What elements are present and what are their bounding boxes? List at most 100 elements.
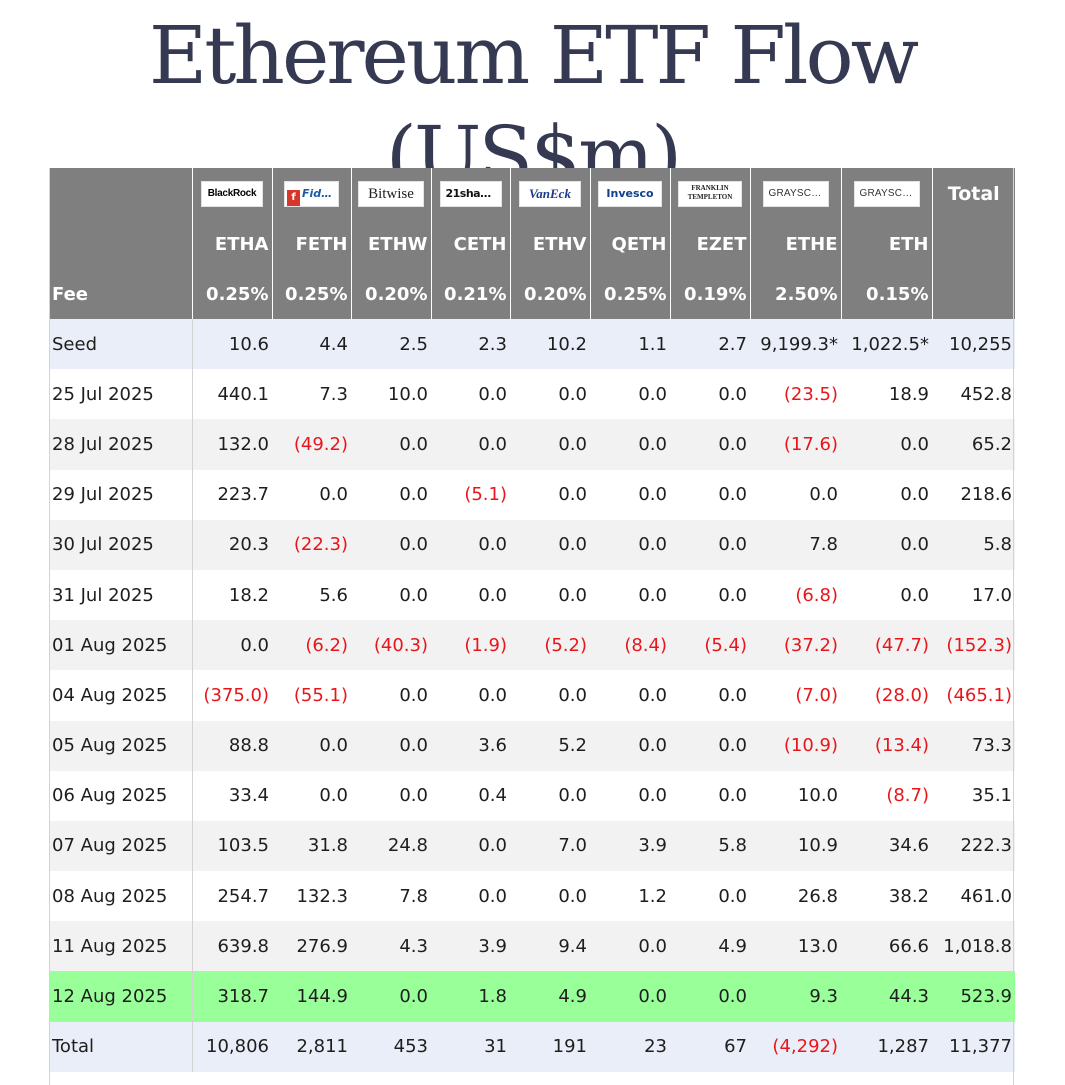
- flow-cell: (13.4): [841, 720, 932, 771]
- flow-cell: 4.9: [510, 971, 590, 1022]
- flow-cell: 0.0: [351, 469, 431, 520]
- flow-cell: 1.8: [431, 971, 510, 1022]
- row-label: 01 Aug 2025: [49, 620, 192, 671]
- row-total-cell: 17.0: [932, 569, 1015, 621]
- flow-cell: 639.8: [191, 921, 272, 972]
- flow-cell: 132.0: [191, 419, 272, 470]
- flow-cell: 24.8: [351, 820, 431, 872]
- table-row: 04 Aug 2025 (375.0) (55.1) 0.0 0.0 0.0 0.0 0.0(…: [49, 670, 1015, 721]
- flow-cell: 13.0: [750, 921, 841, 972]
- flow-cell: (4,292): [750, 1021, 841, 1072]
- flow-cell: 2.5: [351, 319, 431, 370]
- flow-cell: 0.0: [510, 770, 590, 821]
- ticker-row: ETHA FETH ETHW CETH ETHV QETH EZET ETHE …: [49, 219, 1015, 269]
- row-total-cell: 11,377: [932, 1021, 1015, 1072]
- flow-cell: 0.0: [510, 569, 590, 621]
- flow-cell: 88.8: [191, 720, 272, 771]
- issuer-logo-cell: fFidelity: [272, 168, 352, 219]
- row-label: 08 Aug 2025: [49, 871, 192, 922]
- fee-cell: 2.50%: [750, 269, 842, 319]
- flow-cell: (8.4): [590, 620, 670, 671]
- total-column-header: Total: [932, 168, 1015, 219]
- flow-cell: 66.6: [841, 921, 932, 972]
- table-row: 12 Aug 2025 318.7 144.9 0.0 1.8 4.9 0.0 0.0 9.3 4…: [49, 971, 1015, 1022]
- ticker-row-label: [49, 219, 193, 269]
- fee-cell: 0.20%: [351, 269, 432, 319]
- flow-cell: 0.0: [841, 469, 932, 520]
- flow-cell: 0.0: [841, 519, 932, 570]
- flow-cell: 9,199.3*: [750, 319, 841, 370]
- flow-cell: (55.1): [272, 670, 351, 721]
- flow-cell: 5.6: [272, 569, 351, 621]
- flow-cell: (40.3): [351, 620, 431, 671]
- ticker-cell: ETHA: [191, 219, 273, 269]
- flow-cell: 0.0: [431, 820, 510, 872]
- flow-cell: 34.6: [841, 820, 932, 872]
- flow-cell: 1.2: [590, 871, 670, 922]
- table-row: 07 Aug 2025 103.5 31.8 24.8 0.0 7.0 3.9 5.8 10.9…: [49, 820, 1015, 872]
- flow-cell: 103.5: [191, 820, 272, 872]
- flow-cell: 1,287: [841, 1021, 932, 1072]
- flow-cell: 1.1: [590, 319, 670, 370]
- flow-cell: (37.2): [750, 620, 841, 671]
- flow-cell: 0.0: [841, 569, 932, 621]
- row-label: 28 Jul 2025: [49, 419, 192, 470]
- flow-cell: 0.0: [590, 469, 670, 520]
- row-label: 30 Jul 2025: [49, 519, 192, 570]
- bitwise-logo: Bitwise: [358, 180, 424, 207]
- row-total-cell: 1,018.8: [932, 921, 1015, 972]
- flow-cell: 5.8: [670, 820, 750, 872]
- flow-cell: 0.0: [670, 770, 750, 821]
- fee-cell: 0.21%: [431, 269, 511, 319]
- flow-cell: (7.0): [750, 670, 841, 721]
- flow-cell: 0.0: [510, 519, 590, 570]
- fee-row: Fee 0.25% 0.25% 0.20% 0.21% 0.20% 0.25% …: [49, 269, 1015, 319]
- flow-cell: (6.2): [272, 620, 351, 671]
- flow-cell: 0.0: [670, 670, 750, 721]
- table-row: 25 Jul 2025 440.1 7.3 10.0 0.0 0.0 0.0 0.0 (23.5…: [49, 369, 1015, 420]
- flow-cell: 10.0: [750, 770, 841, 821]
- seed-row: Seed 10.6 4.4 2.5 2.3 10.2 1.1 2.7 9,199.3* 1,022…: [49, 319, 1015, 370]
- flow-cell: 0.0: [510, 369, 590, 420]
- flow-cell: 2.3: [431, 319, 510, 370]
- ticker-cell: ETHV: [510, 219, 591, 269]
- flow-cell: 0.0: [431, 519, 510, 570]
- flow-cell: 0.0: [191, 620, 272, 671]
- vaneck-logo: VanEck: [519, 180, 581, 207]
- flow-cell: 2,811: [272, 1021, 351, 1072]
- issuer-logo-cell: GRAYSCALE: [841, 168, 933, 219]
- ticker-cell-total: [932, 219, 1015, 269]
- page-title: Ethereum ETF Flow (US$m): [148, 9, 919, 202]
- flow-cell: 10.9: [750, 820, 841, 872]
- flow-cell: 0.0: [510, 419, 590, 470]
- flow-cell: 0.0: [431, 569, 510, 621]
- row-label: 05 Aug 2025: [49, 720, 192, 771]
- flow-cell: 276.9: [272, 921, 351, 972]
- flow-cell: 4.4: [272, 319, 351, 370]
- etf-flow-table: BlackRock fFidelity Bitwise 21shares Van…: [49, 168, 1015, 1072]
- row-total-cell: 10,255: [932, 319, 1015, 370]
- issuer-logo-cell: FRANKLIN TEMPLETON: [670, 168, 751, 219]
- fee-cell: 0.25%: [590, 269, 671, 319]
- flow-cell: 31: [431, 1021, 510, 1072]
- row-label: 29 Jul 2025: [49, 469, 192, 520]
- flow-cell: 0.0: [670, 871, 750, 922]
- flow-cell: 0.0: [590, 770, 670, 821]
- flow-cell: 0.0: [272, 720, 351, 771]
- table-row: 28 Jul 2025 132.0 (49.2) 0.0 0.0 0.0 0.0 0.0 (17…: [49, 419, 1015, 470]
- flow-cell: (28.0): [841, 670, 932, 721]
- row-label: Seed: [49, 319, 192, 370]
- flow-cell: 33.4: [191, 770, 272, 821]
- flow-cell: 4.9: [670, 921, 750, 972]
- flow-cell: 132.3: [272, 871, 351, 922]
- flow-cell: 0.0: [431, 419, 510, 470]
- flow-table-body: Seed 10.6 4.4 2.5 2.3 10.2 1.1 2.7 9,199.3* 1,022…: [49, 319, 1015, 1072]
- row-total-cell: 461.0: [932, 871, 1015, 922]
- flow-cell: (23.5): [750, 369, 841, 420]
- flow-cell: 0.0: [272, 469, 351, 520]
- flow-cell: 0.0: [351, 770, 431, 821]
- grayscale-logo: GRAYSCALE: [853, 180, 920, 207]
- fee-cell: 0.15%: [841, 269, 933, 319]
- flow-cell: 3.6: [431, 720, 510, 771]
- row-label: 07 Aug 2025: [49, 820, 192, 872]
